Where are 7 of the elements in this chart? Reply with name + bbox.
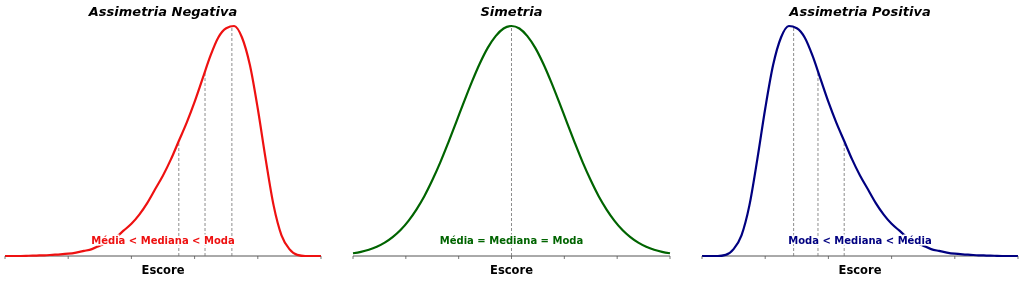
chart-title: Simetria [480, 4, 543, 19]
annotation: Média = Mediana = Moda [439, 235, 584, 246]
x-axis-title: Escore [141, 263, 185, 277]
x-axis-title: Escore [838, 263, 882, 277]
x-axis-title: Escore [490, 263, 534, 277]
chart-title: Assimetria Negativa [87, 4, 238, 19]
chart-title: Assimetria Positiva [788, 4, 931, 19]
